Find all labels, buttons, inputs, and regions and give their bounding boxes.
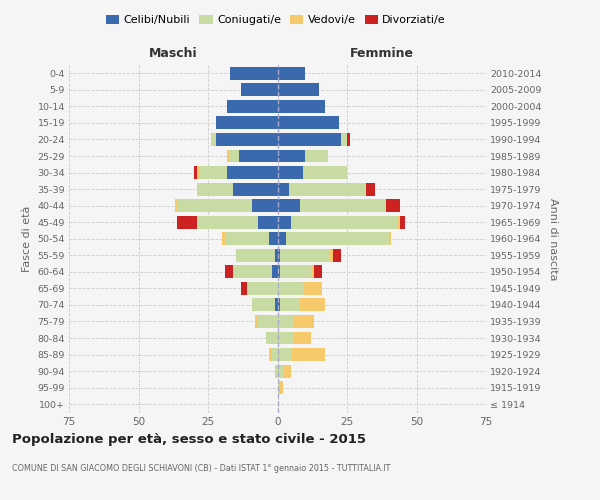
Text: Popolazione per età, sesso e stato civile - 2015: Popolazione per età, sesso e stato civil… [12, 432, 366, 446]
Bar [217, 116, 277, 130]
Bar [277, 84, 319, 96]
Bar [224, 266, 233, 278]
Bar [277, 150, 305, 162]
Bar [333, 249, 341, 262]
Bar [233, 266, 272, 278]
Bar [236, 249, 275, 262]
Bar [331, 249, 333, 262]
Bar [255, 315, 258, 328]
Bar [227, 150, 230, 162]
Bar [277, 199, 300, 212]
Bar [302, 282, 322, 295]
Bar [253, 298, 275, 312]
Bar [253, 199, 277, 212]
Bar [367, 182, 375, 196]
Bar [277, 182, 289, 196]
Bar [277, 100, 325, 113]
Bar [277, 364, 283, 378]
Bar [277, 298, 280, 312]
Bar [386, 199, 400, 212]
Text: Femmine: Femmine [350, 47, 414, 60]
Bar [227, 166, 277, 179]
Bar [277, 166, 302, 179]
Bar [277, 116, 338, 130]
Bar [275, 249, 277, 262]
Bar [241, 84, 277, 96]
Bar [230, 67, 277, 80]
Bar [241, 282, 247, 295]
Bar [197, 216, 258, 228]
Bar [272, 348, 277, 361]
Bar [292, 216, 397, 228]
Bar [280, 298, 300, 312]
Bar [286, 232, 389, 245]
Bar [277, 133, 341, 146]
Bar [294, 315, 314, 328]
Bar [178, 199, 253, 212]
Bar [302, 166, 347, 179]
Bar [277, 232, 286, 245]
Bar [305, 150, 328, 162]
Bar [197, 166, 200, 179]
Bar [280, 381, 283, 394]
Bar [230, 150, 239, 162]
Bar [247, 282, 277, 295]
Bar [397, 216, 400, 228]
Bar [269, 232, 277, 245]
Bar [211, 133, 217, 146]
Text: Maschi: Maschi [149, 47, 197, 60]
Bar [200, 166, 227, 179]
Bar [227, 100, 277, 113]
Bar [314, 266, 322, 278]
Bar [277, 348, 292, 361]
Bar [280, 249, 331, 262]
Bar [272, 266, 277, 278]
Bar [277, 266, 280, 278]
Bar [292, 348, 325, 361]
Bar [239, 150, 277, 162]
Bar [277, 315, 294, 328]
Bar [222, 232, 224, 245]
Bar [341, 133, 347, 146]
Bar [280, 266, 311, 278]
Y-axis label: Fasce di età: Fasce di età [22, 206, 32, 272]
Bar [277, 249, 280, 262]
Bar [283, 364, 292, 378]
Bar [294, 332, 311, 344]
Bar [277, 282, 302, 295]
Bar [258, 315, 277, 328]
Y-axis label: Anni di nascita: Anni di nascita [548, 198, 559, 280]
Bar [266, 332, 277, 344]
Bar [269, 348, 272, 361]
Bar [275, 298, 277, 312]
Bar [224, 232, 269, 245]
Bar [400, 216, 406, 228]
Bar [277, 67, 305, 80]
Bar [277, 381, 280, 394]
Bar [389, 232, 391, 245]
Bar [194, 166, 197, 179]
Bar [275, 364, 277, 378]
Bar [197, 182, 233, 196]
Bar [300, 199, 386, 212]
Legend: Celibi/Nubili, Coniugati/e, Vedovi/e, Divorziati/e: Celibi/Nubili, Coniugati/e, Vedovi/e, Di… [101, 10, 451, 30]
Bar [311, 266, 314, 278]
Bar [258, 216, 277, 228]
Bar [289, 182, 367, 196]
Bar [300, 298, 325, 312]
Bar [277, 216, 292, 228]
Bar [175, 199, 178, 212]
Bar [178, 216, 197, 228]
Bar [277, 332, 294, 344]
Bar [217, 133, 277, 146]
Bar [347, 133, 350, 146]
Text: COMUNE DI SAN GIACOMO DEGLI SCHIAVONI (CB) - Dati ISTAT 1° gennaio 2015 - TUTTIT: COMUNE DI SAN GIACOMO DEGLI SCHIAVONI (C… [12, 464, 391, 473]
Bar [233, 182, 277, 196]
